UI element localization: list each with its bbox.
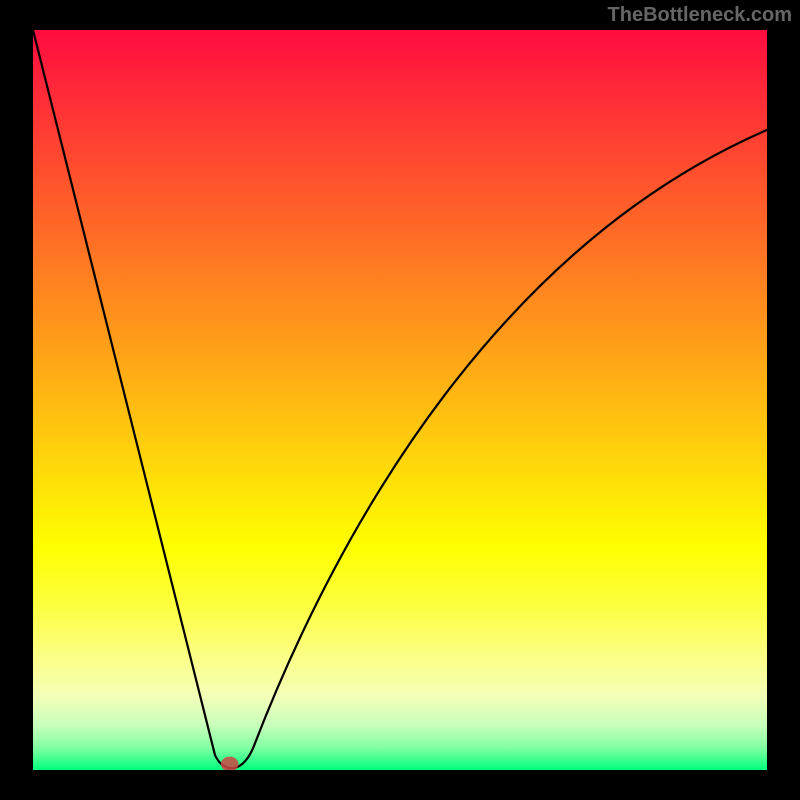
bottleneck-curve <box>33 30 767 768</box>
curve-svg <box>33 30 767 770</box>
optimum-marker <box>221 757 239 770</box>
chart-container: TheBottleneck.com <box>0 0 800 800</box>
plot-area <box>33 30 767 770</box>
watermark-text: TheBottleneck.com <box>608 4 792 27</box>
